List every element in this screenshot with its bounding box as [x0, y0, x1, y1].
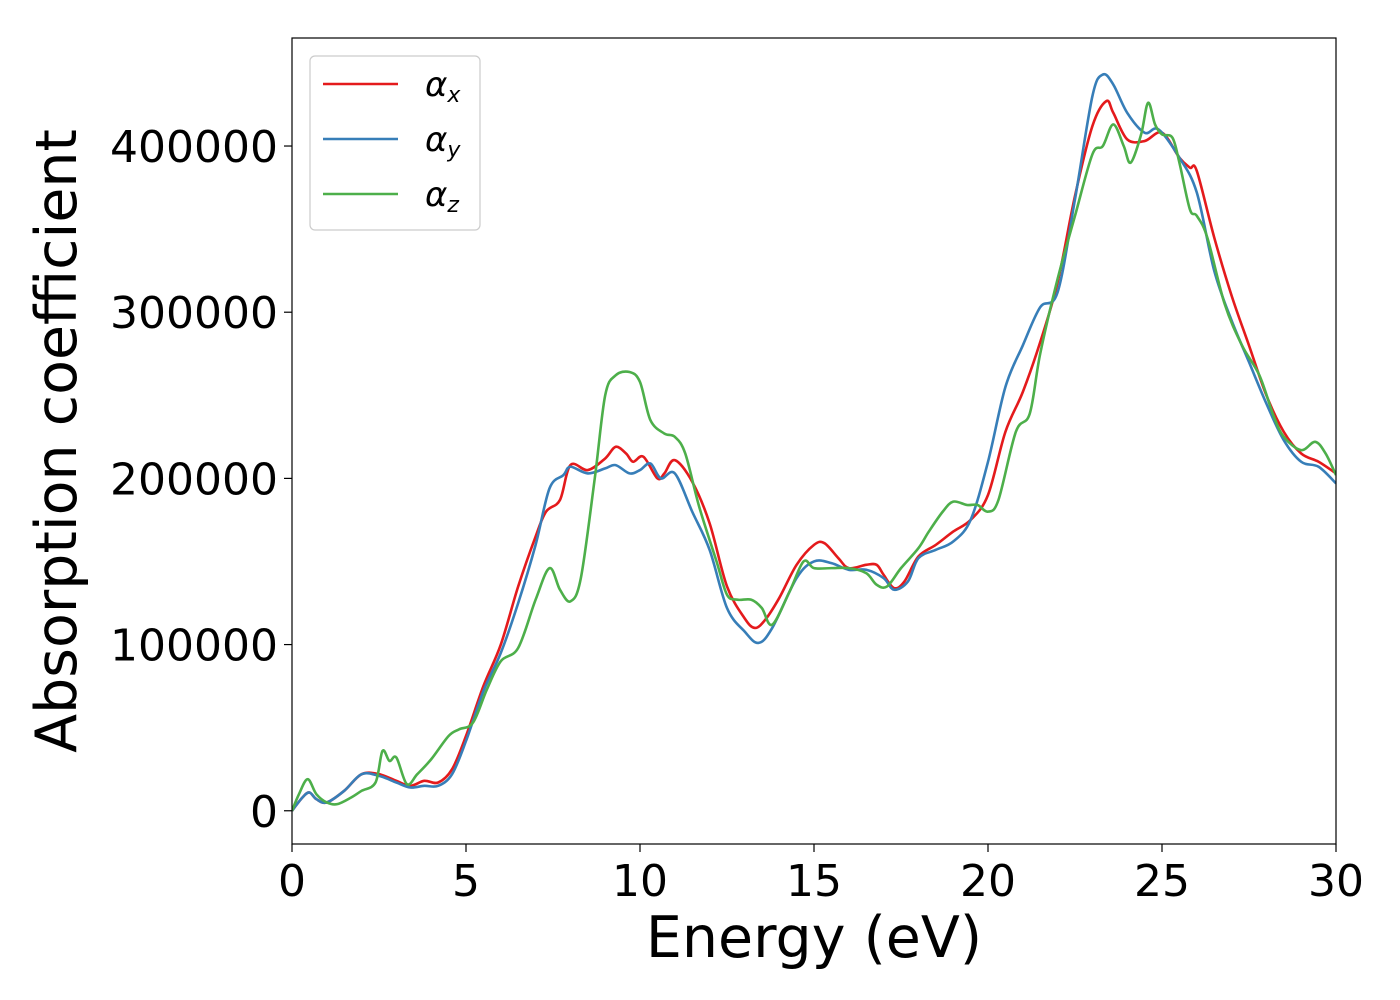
y-tick-label: 300000: [110, 288, 278, 339]
x-tick-label: 0: [278, 856, 306, 907]
y-tick-label: 400000: [110, 122, 278, 173]
series-line-z: [292, 101, 1336, 812]
x-tick-label: 20: [960, 856, 1016, 907]
legend-label-z: αz: [425, 175, 459, 218]
y-axis-label: Absorption coefficient: [24, 129, 90, 753]
x-tick-label: 10: [612, 856, 668, 907]
y-tick-label: 0: [250, 787, 278, 838]
x-tick-label: 5: [452, 856, 480, 907]
y-tick-label: 100000: [110, 621, 278, 672]
legend-label-y: αy: [425, 120, 461, 163]
x-tick-label: 15: [786, 856, 842, 907]
legend-label-x: αx: [425, 65, 461, 108]
legend: αx αy αz: [309, 55, 481, 231]
y-tick-label: 200000: [110, 454, 278, 505]
x-axis-label: Energy (eV): [646, 905, 982, 971]
legend-box: [309, 55, 481, 231]
x-tick-label: 30: [1308, 856, 1364, 907]
series-line-x: [292, 99, 1336, 812]
x-tick-label: 25: [1134, 856, 1190, 907]
